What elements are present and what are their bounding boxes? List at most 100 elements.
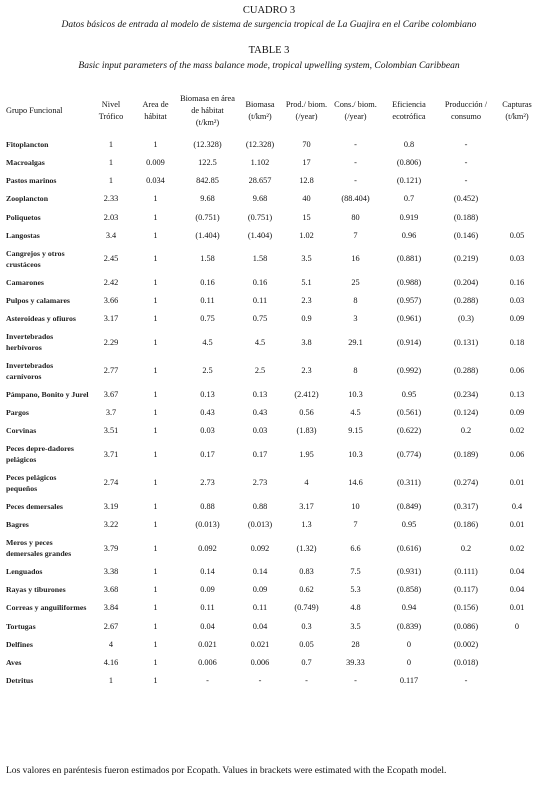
table-cell: 3.17 [299,501,314,511]
table-cell: 80 [351,212,360,222]
table-row: Correas y anguiliformes 3.84 1 0.11 0.11 (0.7… [4,600,538,618]
table-cell: (0.013) [195,520,220,530]
table-cell: 0.919 [399,212,419,222]
table-cell: (12.328) [245,139,275,149]
group-name: Tortugas [6,621,36,631]
table-cell: 0.09 [509,408,525,418]
table-cell: (0.751) [195,212,220,222]
table-cell [496,209,538,227]
table-cell: 0.034 [146,176,165,186]
table-cell: 0.092 [250,543,270,553]
table-cell: 2.03 [103,212,119,222]
table-cell: 0.01 [509,520,525,530]
table-cell: 3.22 [103,520,119,530]
table-cell: 1 [153,314,158,324]
table-cell: 0.83 [299,567,314,577]
table-cell: (0.452) [453,194,479,204]
table-cell: (0.121) [396,176,422,186]
group-name: Detritus [6,676,34,686]
table-cell: (0.186) [453,520,479,530]
group-name: Bagres [6,520,29,530]
table-cell: 3.67 [103,389,119,399]
table-cell: 0.43 [252,408,268,418]
table-number: CUADRO 3 [242,5,296,16]
table-cell: 1 [153,621,158,631]
table-cell: 1 [108,139,114,149]
table-row: Corvinas 3.51 1 0.03 0.03 (1.83) 9.15 (0.622) 0.… [4,422,538,440]
column-header: Biomasa (t/km²) [245,100,275,121]
table-row: Macroalgas 1 0.009 122.5 1.102 17 - (0.806) - [4,154,538,172]
table-cell: 1.3 [301,520,312,530]
table-cell: (0.858) [396,585,422,595]
table-cell: (0.561) [396,408,422,418]
table-cell: (0.806) [396,157,422,167]
table-cell: 0.09 [200,585,215,595]
table-cell: (0.124) [453,408,479,418]
table-cell: 2.3 [301,366,312,376]
table-cell: (0.234) [453,389,479,399]
table-cell [496,191,538,209]
table-cell: 10 [351,501,360,511]
table-cell: 0.02 [509,543,525,553]
table-cell: 0.16 [252,277,268,287]
table-cell: 0.117 [399,676,419,686]
group-name: Poliquetos [6,212,41,222]
table-cell: (0.288) [453,366,479,376]
table-cell: 0.13 [252,389,268,399]
table-cell: 1.58 [200,254,215,264]
table-row: Poliquetos 2.03 1 (0.751) (0.751) 15 80 0.919 (0… [4,209,538,227]
table-cell: 1 [153,603,158,613]
table-cell: (0.204) [453,277,479,287]
table-cell: 0.13 [509,389,525,399]
table-cell: 0.95 [401,389,417,399]
table-cell: 3.8 [301,337,312,347]
table-cell: 0.2 [460,543,472,553]
group-name: Pulpos y calamares [6,295,70,305]
table-cell: 3 [353,314,358,324]
table-row: Invertebrados herbívoros 2.29 1 4.5 4.5 3.8 29… [4,328,538,357]
table-cell: 0.009 [146,157,165,167]
table-cell: 1 [153,658,158,668]
table-cell: 0.9 [301,314,312,324]
table-row: Pargos 3.7 1 0.43 0.43 0.56 4.5 (0.561) (0.124) 0… [4,404,538,422]
table-cell: (0.317) [453,501,479,511]
table-cell: 8 [353,366,358,376]
table-cell: 2.74 [103,478,119,488]
column-header: Nivel Trófico [98,100,124,121]
table-cell: - [354,176,357,186]
table-cell: 25 [351,277,360,287]
table-cell: - [206,676,209,686]
table-cell: (0.131) [453,337,479,347]
table-cell: (0.849) [396,501,422,511]
table-row: Invertebrados carnívoros 2.77 1 2.5 2.5 2.3 8 (… [4,357,538,386]
table-cell: 0.14 [200,567,215,577]
group-name: Lenguados [6,567,43,577]
table-row: Peces depre-dadores pelágicos 3.71 1 0.17 0.… [4,441,538,470]
table-cell: 2.33 [103,194,119,204]
table-cell: (0.988) [396,277,422,287]
table-cell: 9.68 [252,194,268,204]
column-header: Biomasa en área de hábitat (t/km²) [180,94,235,127]
table-cell: 0.02 [509,426,525,436]
table-cell: 4.16 [103,658,119,668]
table-row: Asteroideas y ofiuros 3.17 1 0.75 0.75 0.9 3 (0… [4,310,538,328]
table-cell: 0.88 [200,501,215,511]
table-cell: 0.09 [509,314,525,324]
table-cell: 1 [153,389,158,399]
table-row: Zooplancton 2.33 1 9.68 9.68 40 (88.404) 0.7 (0.… [4,191,538,209]
table-cell: 0.18 [509,337,525,347]
column-header: Grupo Funcional [6,106,63,115]
table-cell: 1 [153,426,158,436]
table-cell: (0.931) [396,567,422,577]
table-cell: 0.03 [509,295,525,305]
group-name: Macroalgas [6,157,45,167]
table-cell: 0.021 [198,639,217,649]
table-cell: 3.79 [103,543,119,553]
table-cell: - [354,139,357,149]
table-cell: 1 [153,449,158,459]
group-name: Asteroideas y ofiuros [6,314,76,324]
table-cell: 4.5 [254,337,266,347]
group-name: Fitoplancton [6,139,49,149]
table-cell: 2.73 [252,478,268,488]
